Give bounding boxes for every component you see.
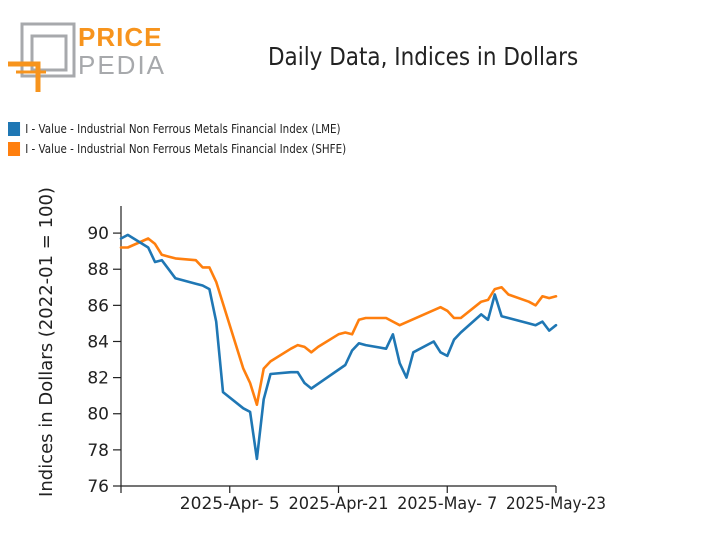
logo-gray-frame	[20, 22, 76, 78]
legend-swatch-shfe	[8, 142, 21, 156]
legend-swatch-lme	[8, 122, 21, 136]
x-tick-label: 2025-May- 7	[397, 494, 497, 514]
legend-item-lme[interactable]: I - Value - Industrial Non Ferrous Metal…	[8, 119, 346, 139]
legend-label-shfe: I - Value - Industrial Non Ferrous Metal…	[25, 142, 347, 156]
y-tick-label: 80	[87, 405, 109, 425]
logo-gray-inner-frame	[30, 34, 68, 72]
y-tick-label: 90	[87, 224, 109, 244]
y-tick-label: 78	[87, 441, 109, 461]
logo-text-price: PRICE	[78, 22, 163, 52]
series-line-shfe	[119, 237, 558, 407]
x-tick-label: 2025-Apr-21	[289, 494, 389, 514]
x-tick-label: 2025-May-23	[506, 494, 606, 514]
y-axis-label: Indices in Dollars (2022-01 = 100)	[36, 187, 57, 497]
legend-label-lme: I - Value - Industrial Non Ferrous Metal…	[25, 122, 341, 136]
logo-orange-corner	[8, 61, 41, 92]
chart-title: Daily Data, Indices in Dollars	[268, 42, 579, 71]
y-tick-label: 86	[87, 296, 109, 316]
series-line-lme	[119, 233, 558, 461]
y-tick-label: 84	[87, 332, 109, 352]
legend: I - Value - Industrial Non Ferrous Metal…	[8, 119, 401, 159]
y-tick-label: 88	[87, 260, 109, 280]
logo-wordmark: PRICE PEDIA	[78, 24, 166, 78]
y-tick-label: 76	[87, 477, 109, 497]
logo-text-pedia: PEDIA	[78, 50, 167, 80]
x-tick-label: 2025-Apr- 5	[180, 494, 280, 514]
legend-item-shfe[interactable]: I - Value - Industrial Non Ferrous Metal…	[8, 139, 346, 159]
y-tick-label: 82	[87, 369, 109, 389]
pricepedia-logo	[8, 22, 76, 92]
